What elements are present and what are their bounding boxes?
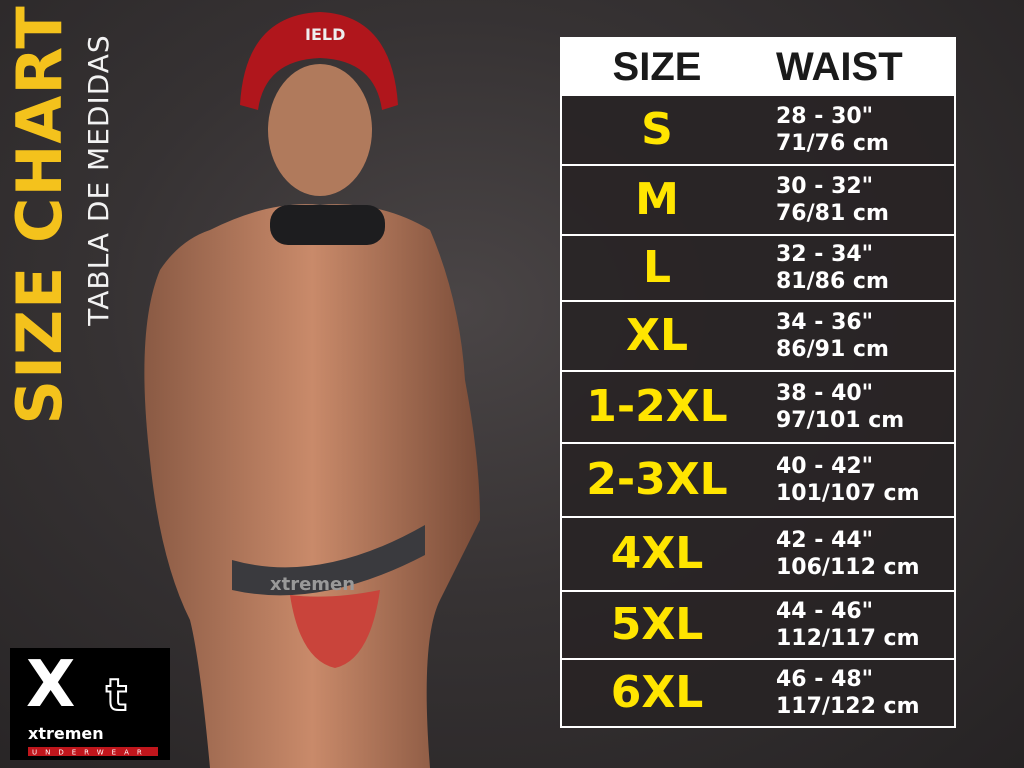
waist-cell: 34 - 36" 86/91 cm — [752, 309, 954, 363]
waist-cm: 71/76 cm — [776, 131, 889, 156]
size-cell: 2-3XL — [586, 454, 728, 505]
waist-cm: 106/112 cm — [776, 555, 920, 580]
waist-inches: 28 - 30" — [776, 104, 874, 129]
logo-tagline: UNDERWEAR — [32, 749, 150, 757]
size-cell: XL — [626, 310, 688, 361]
size-chart-title: SIZE CHART — [3, 5, 76, 425]
size-cell: 5XL — [610, 599, 704, 650]
waist-cm: 112/117 cm — [776, 626, 920, 651]
helmet-text: IELD — [305, 25, 345, 44]
waist-inches: 42 - 44" — [776, 528, 874, 553]
logo-mark-t: t — [106, 670, 127, 721]
size-cell: 6XL — [610, 667, 704, 718]
waistband-text: xtremen — [270, 574, 355, 595]
waist-inches: 46 - 48" — [776, 667, 874, 692]
xtremen-logo-mark: X t xtremen UNDERWEAR — [26, 648, 158, 757]
table-row: 4XL 42 - 44" 106/112 cm — [562, 516, 954, 590]
table-row: S 28 - 30" 71/76 cm — [562, 94, 954, 164]
table-body: S 28 - 30" 71/76 cm M 30 - 32" 76/81 cm L 32… — [562, 94, 954, 726]
waist-cm: 117/122 cm — [776, 694, 920, 719]
waist-inches: 32 - 34" — [776, 242, 874, 267]
waist-cell: 40 - 42" 101/107 cm — [752, 453, 954, 507]
size-cell: 1-2XL — [586, 381, 728, 432]
waist-inches: 44 - 46" — [776, 599, 874, 624]
waist-inches: 40 - 42" — [776, 454, 874, 479]
goggles — [270, 205, 385, 245]
waist-cell: 42 - 44" 106/112 cm — [752, 527, 954, 581]
size-cell: L — [642, 242, 672, 293]
waist-cm: 101/107 cm — [776, 481, 920, 506]
size-table: SIZE WAIST S 28 - 30" 71/76 cm M 30 - 32" 7… — [560, 37, 956, 728]
table-header: SIZE WAIST — [562, 39, 954, 94]
header-size: SIZE — [612, 44, 702, 89]
waist-cell: 46 - 48" 117/122 cm — [752, 666, 954, 720]
table-row: L 32 - 34" 81/86 cm — [562, 234, 954, 300]
model-photo: IELD xtremen — [144, 12, 480, 768]
waist-cm: 81/86 cm — [776, 269, 889, 294]
waist-cell: 30 - 32" 76/81 cm — [752, 173, 954, 227]
waist-cell: 28 - 30" 71/76 cm — [752, 103, 954, 157]
waist-cm: 86/91 cm — [776, 337, 889, 362]
title-block: SIZE CHART TABLA DE MEDIDAS — [0, 0, 120, 424]
model-head — [268, 64, 372, 196]
waist-cm: 97/101 cm — [776, 408, 905, 433]
waist-cell: 44 - 46" 112/117 cm — [752, 598, 954, 652]
header-waist: WAIST — [776, 44, 903, 89]
waist-inches: 38 - 40" — [776, 381, 874, 406]
table-row: XL 34 - 36" 86/91 cm — [562, 300, 954, 370]
model-body — [144, 204, 480, 768]
waistband — [232, 525, 425, 596]
table-row: 6XL 46 - 48" 117/122 cm — [562, 658, 954, 726]
table-row: M 30 - 32" 76/81 cm — [562, 164, 954, 234]
logo-brand-text: xtremen — [28, 724, 104, 743]
waist-cell: 38 - 40" 97/101 cm — [752, 380, 954, 434]
table-row: 5XL 44 - 46" 112/117 cm — [562, 590, 954, 658]
logo-mark-x: X — [26, 648, 75, 722]
size-cell: S — [641, 104, 673, 155]
waist-cm: 76/81 cm — [776, 201, 889, 226]
brand-logo: X t xtremen UNDERWEAR — [10, 648, 170, 760]
table-row: 2-3XL 40 - 42" 101/107 cm — [562, 442, 954, 516]
waist-cell: 32 - 34" 81/86 cm — [752, 241, 954, 295]
logo-tagline-bar — [28, 747, 158, 756]
size-cell: M — [635, 174, 679, 225]
size-cell: 4XL — [610, 528, 704, 579]
helmet — [240, 12, 398, 110]
waist-inches: 30 - 32" — [776, 174, 874, 199]
size-chart-subtitle: TABLA DE MEDIDAS — [82, 34, 115, 326]
pouch — [290, 590, 380, 668]
waist-inches: 34 - 36" — [776, 310, 874, 335]
table-row: 1-2XL 38 - 40" 97/101 cm — [562, 370, 954, 442]
